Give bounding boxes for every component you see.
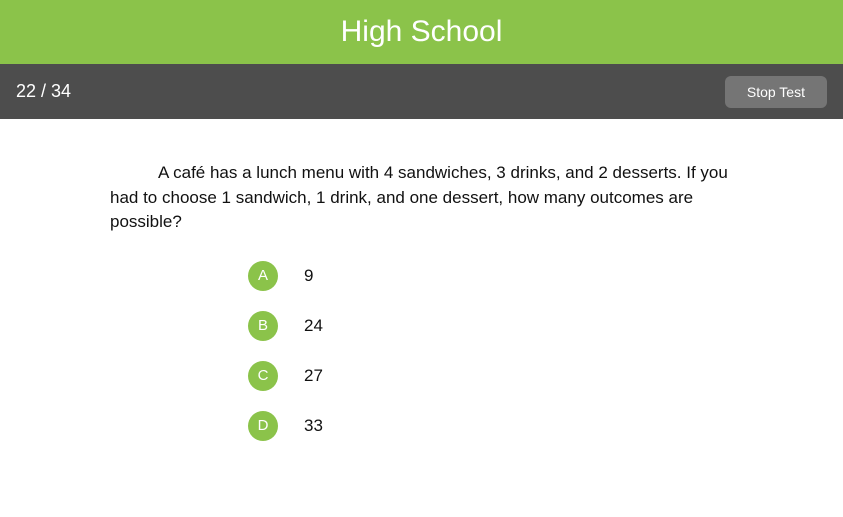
- option-b[interactable]: B 24: [248, 311, 733, 341]
- progress-counter: 22 / 34: [16, 81, 71, 102]
- option-bubble: B: [248, 311, 278, 341]
- options-list: A 9 B 24 C 27 D 33: [248, 261, 733, 441]
- option-bubble: C: [248, 361, 278, 391]
- option-a[interactable]: A 9: [248, 261, 733, 291]
- option-bubble: D: [248, 411, 278, 441]
- option-text: 24: [304, 316, 323, 336]
- question-text: A café has a lunch menu with 4 sandwiche…: [110, 161, 733, 235]
- option-text: 33: [304, 416, 323, 436]
- option-text: 27: [304, 366, 323, 386]
- option-bubble: A: [248, 261, 278, 291]
- option-d[interactable]: D 33: [248, 411, 733, 441]
- page-title: High School: [341, 15, 503, 49]
- content-area: A café has a lunch menu with 4 sandwiche…: [0, 119, 843, 441]
- option-c[interactable]: C 27: [248, 361, 733, 391]
- header-bar: High School: [0, 0, 843, 64]
- stop-test-button[interactable]: Stop Test: [725, 76, 827, 108]
- option-text: 9: [304, 266, 313, 286]
- progress-bar: 22 / 34 Stop Test: [0, 64, 843, 119]
